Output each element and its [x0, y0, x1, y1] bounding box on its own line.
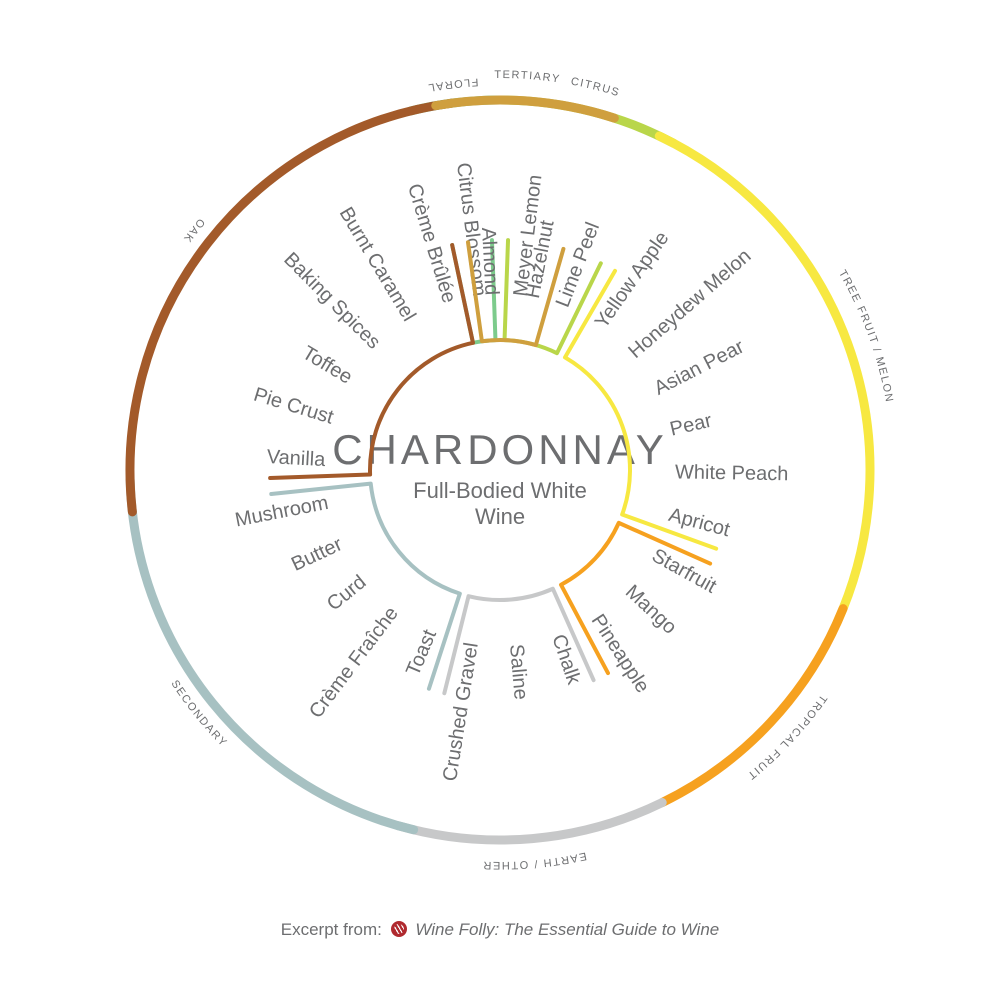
footer-book: Wine Folly: The Essential Guide to Wine	[415, 920, 719, 939]
flavor-item: Butter	[288, 533, 346, 576]
winefolly-logo-icon	[391, 921, 407, 937]
flavor-item: Crushed Gravel	[439, 641, 483, 783]
flavor-item: Vanilla	[266, 446, 327, 471]
flavor-item: Chalk	[547, 632, 585, 688]
footer-excerpt: Excerpt from:	[281, 920, 382, 939]
flavor-item: Asian Pear	[651, 336, 748, 400]
flavor-item: Crème Fraîche	[305, 603, 403, 723]
category-label: CITRUS	[570, 76, 622, 100]
footer: Excerpt from: Wine Folly: The Essential …	[0, 920, 1000, 940]
wine-subtitle-2: Wine	[475, 504, 525, 529]
wine-title: CHARDONNAY	[332, 426, 668, 473]
category-label: FLORAL	[426, 76, 479, 94]
category-arc	[436, 100, 615, 118]
flavor-item: Mushroom	[233, 492, 330, 532]
flavor-item: Saline	[505, 643, 532, 700]
category-arc	[398, 803, 662, 840]
flavor-item: Toffee	[298, 342, 356, 389]
flavor-item: Almond	[477, 227, 503, 296]
flavor-item: Pear	[668, 410, 714, 441]
flavor-item: White Peach	[675, 461, 789, 485]
flavor-wheel: CHARDONNAYFull-Bodied WhiteWineFLORALCit…	[0, 0, 1000, 1000]
flavor-item: Pie Crust	[251, 384, 337, 429]
category-label: TERTIARY	[494, 69, 561, 86]
wine-subtitle-1: Full-Bodied White	[413, 478, 587, 503]
flavor-item: Mango	[621, 581, 681, 639]
category-label: EARTH / OTHER	[482, 850, 588, 871]
category-label: OAK	[180, 216, 206, 245]
flavor-item: Curd	[323, 571, 371, 615]
